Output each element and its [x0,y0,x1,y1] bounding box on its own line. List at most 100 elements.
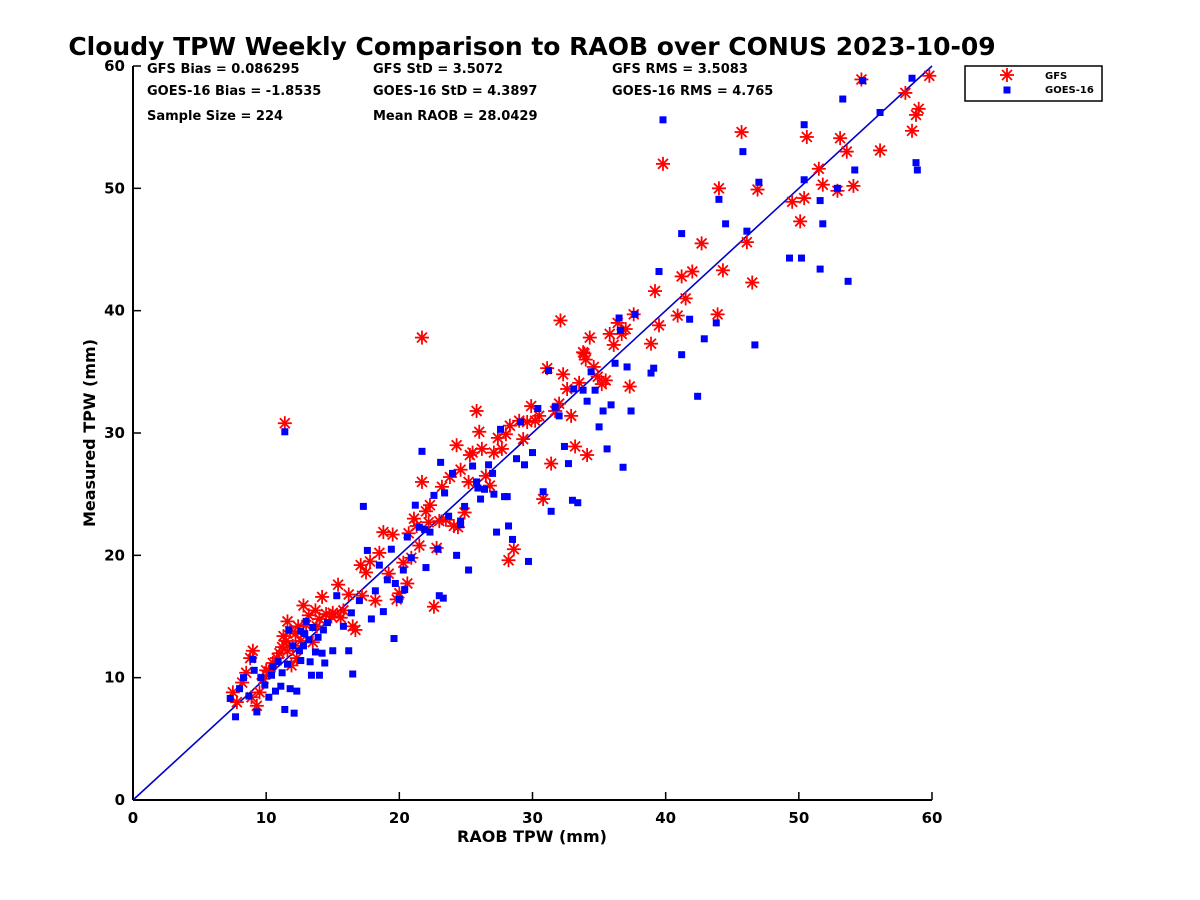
gfs-point [793,214,808,229]
x-tick-label: 50 [788,809,809,827]
goes16-point [797,254,805,262]
goes16-point [509,535,517,543]
goes16-point [595,423,603,431]
goes16-point [245,692,253,700]
goes16-point [851,166,859,174]
goes16-point [309,624,317,632]
goes16-point [375,561,383,569]
goes16-point [226,694,234,702]
goes16-point [289,642,297,650]
goes16-point [387,545,395,553]
goes16-point [430,491,438,499]
x-tick-label: 0 [128,809,138,827]
goes16-point [345,647,353,655]
gfs-point [462,448,477,463]
goes16-point [616,326,624,334]
stat-sample-size: Sample Size = 224 [147,109,283,124]
goes16-point [390,635,398,643]
stat-goes16-std: GOES-16 StD = 4.3897 [373,84,537,99]
gfs-point [898,85,913,100]
goes16-point [579,386,587,394]
gfs-point [797,191,812,206]
gfs-point [552,396,567,411]
y-axis-label: Measured TPW (mm) [80,339,99,527]
goes16-point [453,551,461,559]
goes16-point [722,220,730,228]
goes16-point [786,254,794,262]
goes16-point [449,469,457,477]
goes16-point [347,609,355,617]
goes16-point [323,619,331,627]
gfs-point [421,515,436,530]
goes16-point [839,95,847,103]
goes16-point [307,671,315,679]
goes16-point [236,685,244,693]
x-axis-ticks: 0 10 20 30 40 50 60 [128,792,942,827]
goes16-point [505,522,513,530]
gfs-point [648,284,663,299]
gfs-point [532,408,547,423]
reference-line-group [132,65,933,801]
gfs-point [502,418,517,433]
gfs-point [656,156,671,171]
goes16-point [551,403,559,411]
gfs-point [474,441,489,456]
stat-gfs-std: GFS StD = 3.5072 [373,62,503,77]
gfs-point [472,424,487,439]
y-axis-ticks: 0 10 20 30 40 50 60 [104,57,141,809]
y-tick-label: 20 [104,546,125,564]
gfs-point [469,403,484,418]
goes16-point [445,512,453,520]
gfs-point [811,161,826,176]
goes16-point [473,478,481,486]
gfs-point [905,123,920,138]
goes16-point [319,626,327,634]
goes16-point [521,461,529,469]
goes16-point [426,528,434,536]
goes16-point [261,681,269,689]
goes16-point [367,615,375,623]
y-tick-label: 60 [104,57,125,75]
goes16-point [383,576,391,584]
gfs-point [618,322,633,337]
gfs-point [622,379,637,394]
goes16-point [269,663,277,671]
y-tick-label: 0 [115,791,125,809]
gfs-point [873,143,888,158]
goes16-point [274,658,282,666]
goes16-point [800,176,808,184]
gfs-point [422,498,437,513]
goes16-point [574,499,582,507]
goes16-point [311,648,319,656]
gfs-point [516,432,531,447]
gfs-point [799,129,814,144]
gfs-point [376,525,391,540]
goes16-point [240,674,248,682]
goes16-point [497,425,505,433]
goes16-point [314,633,322,641]
goes16-point [647,369,655,377]
goes16-point [253,708,261,716]
goes16-point [517,418,525,426]
x-tick-label: 20 [389,809,410,827]
goes16-point [615,314,623,322]
gfs-point [739,235,754,250]
gfs-point [245,643,260,658]
goes16-point [568,496,576,504]
x-axis-label: RAOB TPW (mm) [457,827,607,846]
goes16-point [715,195,723,203]
gfs-point [449,438,464,453]
goes16-point [363,546,371,554]
gfs-point [815,177,830,192]
legend-label-gfs: GFS [1045,71,1067,82]
goes16-point [407,554,415,562]
gfs-point [652,318,667,333]
goes16-point [359,502,367,510]
goes16-point [611,359,619,367]
goes16-point [631,310,639,318]
gfs-point [341,587,356,602]
goes16-point [250,666,258,674]
goes16-point [457,517,465,525]
gfs-point [685,264,700,279]
legend-goes16-square [1003,86,1011,94]
